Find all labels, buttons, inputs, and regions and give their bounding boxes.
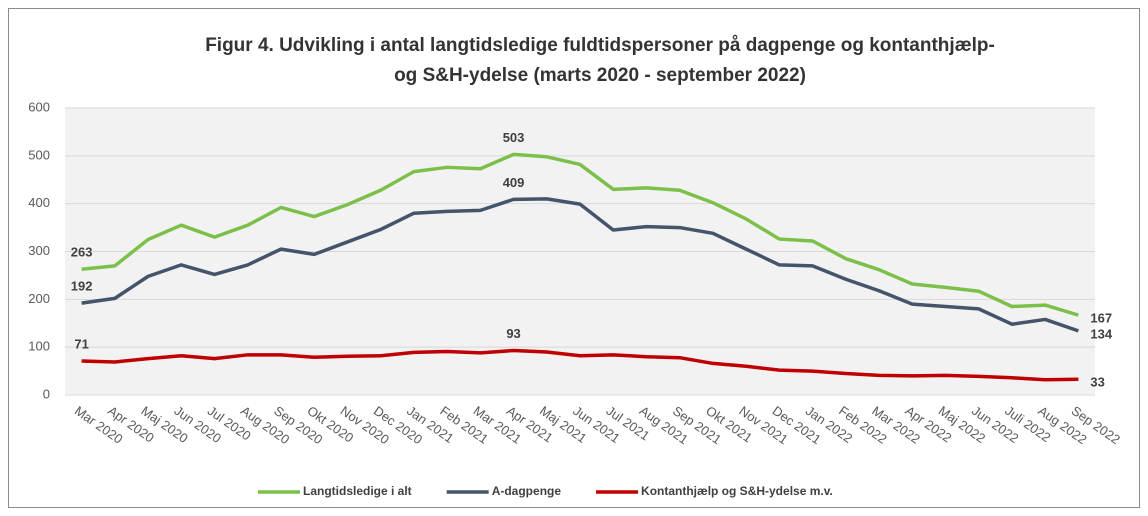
y-tick-label: 500 (28, 147, 50, 162)
legend-label: Kontanthjælp og S&H-ydelse m.v. (641, 484, 833, 498)
data-label: 134 (1090, 326, 1112, 341)
data-label: 167 (1090, 311, 1112, 326)
legend-label: A-dagpenge (492, 484, 562, 498)
data-label: 71 (74, 336, 88, 351)
chart-title: og S&H-ydelse (marts 2020 - september 20… (394, 65, 806, 86)
y-tick-label: 200 (28, 291, 50, 306)
chart-title: Figur 4. Udvikling i antal langtidsledig… (205, 35, 995, 56)
series-line (81, 152, 1079, 317)
data-label: 503 (503, 130, 525, 145)
legend-label: Langtidsledige i alt (303, 484, 412, 498)
series-line (81, 348, 1079, 382)
series-line (81, 197, 1079, 333)
y-tick-label: 300 (28, 243, 50, 258)
data-label: 409 (503, 175, 525, 190)
data-label: 263 (71, 245, 93, 260)
data-label: 93 (506, 326, 520, 341)
y-tick-label: 100 (28, 339, 50, 354)
y-tick-label: 400 (28, 195, 50, 210)
data-label: 33 (1090, 375, 1104, 390)
data-label: 192 (71, 279, 93, 294)
y-tick-label: 600 (28, 99, 50, 114)
y-tick-label: 0 (43, 386, 50, 401)
